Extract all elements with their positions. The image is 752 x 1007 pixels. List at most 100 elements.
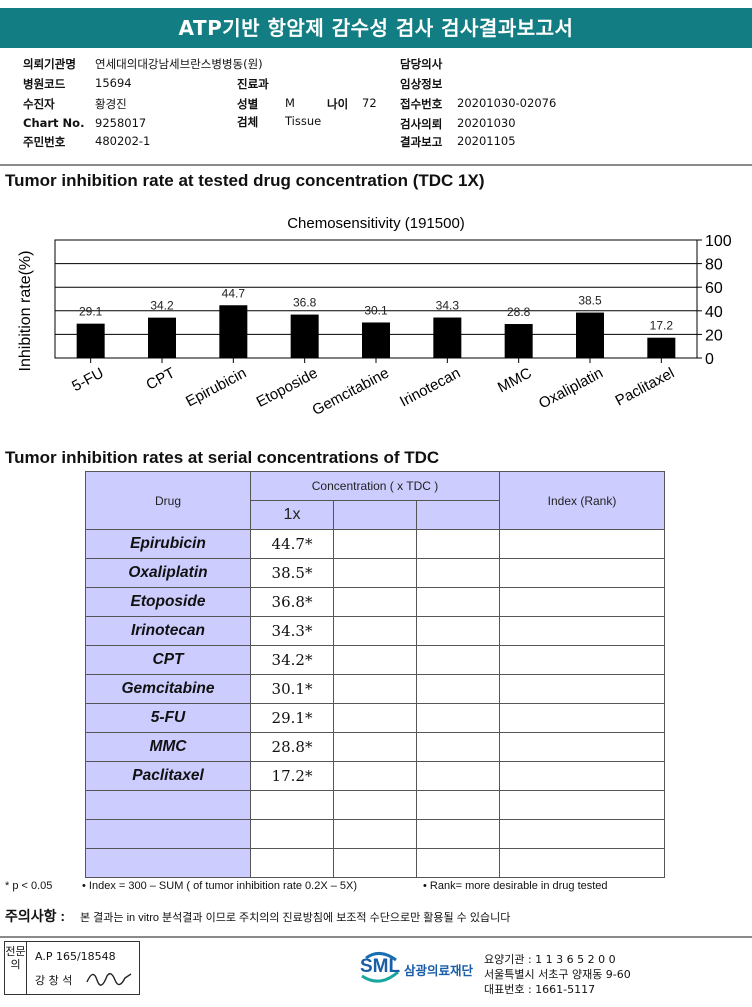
empty-cell (333, 732, 417, 762)
empty-cell (333, 819, 417, 849)
dept-label: 진료과 (237, 77, 269, 91)
empty-cell (499, 848, 665, 878)
empty-cell (499, 819, 665, 849)
p-value-note: * p < 0.05 (5, 880, 53, 892)
inhibition-value-1x: 30.1* (250, 674, 334, 704)
empty-cell (333, 790, 417, 820)
stamp-side-label: 전문의 (5, 942, 27, 994)
x-tick-label: CPT (143, 365, 177, 394)
drug-name: Gemcitabine (85, 674, 251, 704)
table-row: Irinotecan 34.3* (85, 616, 665, 646)
drug-name: Paclitaxel (85, 761, 251, 791)
inhibition-value-1x: 17.2* (250, 761, 334, 791)
table-row: CPT 34.2* (85, 645, 665, 675)
ap-number: A.P 165/18548 (35, 950, 116, 963)
caution-text: 본 결과는 in vitro 분석결과 이므로 주치의의 진료방침에 보조적 수… (80, 912, 511, 924)
care-code: 요양기관 : 1 1 3 6 5 2 0 0 (484, 953, 616, 966)
empty-cell (250, 848, 334, 878)
empty-cell (499, 761, 665, 791)
bar (433, 317, 462, 358)
patient-label: 수진자 (23, 97, 55, 111)
index-header: Index (Rank) (499, 471, 665, 530)
y-tick-label: 100 (705, 233, 732, 250)
empty-cell (499, 790, 665, 820)
empty-drug-cell (85, 848, 251, 878)
inhibition-value-1x: 38.5* (250, 558, 334, 588)
phone: 대표번호 : 1661-5117 (484, 983, 596, 996)
request-date: 20201030 (457, 116, 516, 130)
signature-icon (86, 973, 132, 986)
report-label: 결과보고 (400, 135, 443, 149)
table-row: MMC 28.8* (85, 732, 665, 762)
empty-cell (333, 529, 417, 559)
table-row: Paclitaxel 17.2* (85, 761, 665, 791)
bar (362, 322, 390, 358)
bar (290, 314, 319, 358)
empty-cell (333, 674, 417, 704)
patient-info: 의뢰기관명 연세대의대강남세브란스병병동(원) 병원코드 15694 수진자 황… (0, 52, 752, 164)
bar (76, 323, 105, 358)
report-date: 20201105 (457, 134, 516, 148)
drug-name: Etoposide (85, 587, 251, 617)
empty-cell (416, 616, 500, 646)
age-value: 72 (362, 96, 377, 110)
y-tick-label: 40 (705, 304, 723, 321)
empty-cell (333, 848, 417, 878)
empty-cell (499, 529, 665, 559)
empty-table-row (85, 848, 665, 878)
accession-label: 접수번호 (400, 97, 443, 111)
empty-cell (499, 732, 665, 762)
hospital-code-label: 병원코드 (23, 77, 66, 91)
empty-cell (333, 558, 417, 588)
empty-cell (416, 848, 500, 878)
table-row: Etoposide 36.8* (85, 587, 665, 617)
caution-label: 주의사항 : (5, 908, 66, 924)
empty-cell (416, 587, 500, 617)
empty-drug-cell (85, 790, 251, 820)
empty-cell (416, 761, 500, 791)
empty-cell (416, 674, 500, 704)
empty-cell (416, 645, 500, 675)
drug-name: MMC (85, 732, 251, 762)
hospital-code-value: 15694 (95, 76, 132, 90)
section-title-tdc: Tumor inhibition rate at tested drug con… (5, 171, 485, 190)
inhibition-value-1x: 29.1* (250, 703, 334, 733)
sml-logo-mark-icon (361, 952, 399, 983)
empty-cell (416, 732, 500, 762)
drug-name: Epirubicin (85, 529, 251, 559)
chart-no-label: Chart No. (23, 116, 85, 130)
bar-value-label: 44.7 (222, 286, 246, 300)
empty-cell (333, 703, 417, 733)
x-tick-label: Irinotecan (397, 365, 463, 411)
age-label: 나이 (327, 97, 349, 111)
conc-col-2-header (333, 500, 417, 530)
drug-name: CPT (85, 645, 251, 675)
inhibition-value-1x: 44.7* (250, 529, 334, 559)
empty-cell (333, 645, 417, 675)
institution-label: 의뢰기관명 (23, 57, 76, 71)
request-label: 검사의뢰 (400, 117, 443, 131)
empty-cell (333, 616, 417, 646)
inhibition-value-1x: 36.8* (250, 587, 334, 617)
empty-cell (499, 674, 665, 704)
index-note: • Index = 300 – SUM ( of tumor inhibitio… (82, 880, 358, 892)
patient-name: 황경진 (95, 97, 127, 111)
institution-value: 연세대의대강남세브란스병병동(원) (95, 57, 263, 71)
rank-note: • Rank= more desirable in drug tested (423, 880, 608, 892)
y-tick-label: 60 (705, 280, 723, 297)
bar (647, 337, 676, 358)
bar (576, 312, 604, 358)
divider (0, 164, 752, 166)
empty-cell (416, 558, 500, 588)
empty-cell (416, 819, 500, 849)
sex-label: 성별 (237, 97, 259, 111)
footer-divider (0, 936, 752, 938)
empty-table-row (85, 790, 665, 820)
id-value: 480202-1 (95, 134, 151, 148)
inhibition-value-1x: 34.2* (250, 645, 334, 675)
y-tick-label: 80 (705, 257, 723, 274)
y-axis-label: Inhibition rate(%) (17, 251, 34, 372)
empty-cell (499, 645, 665, 675)
empty-cell (333, 587, 417, 617)
x-tick-label: Oxaliplatin (536, 365, 606, 413)
